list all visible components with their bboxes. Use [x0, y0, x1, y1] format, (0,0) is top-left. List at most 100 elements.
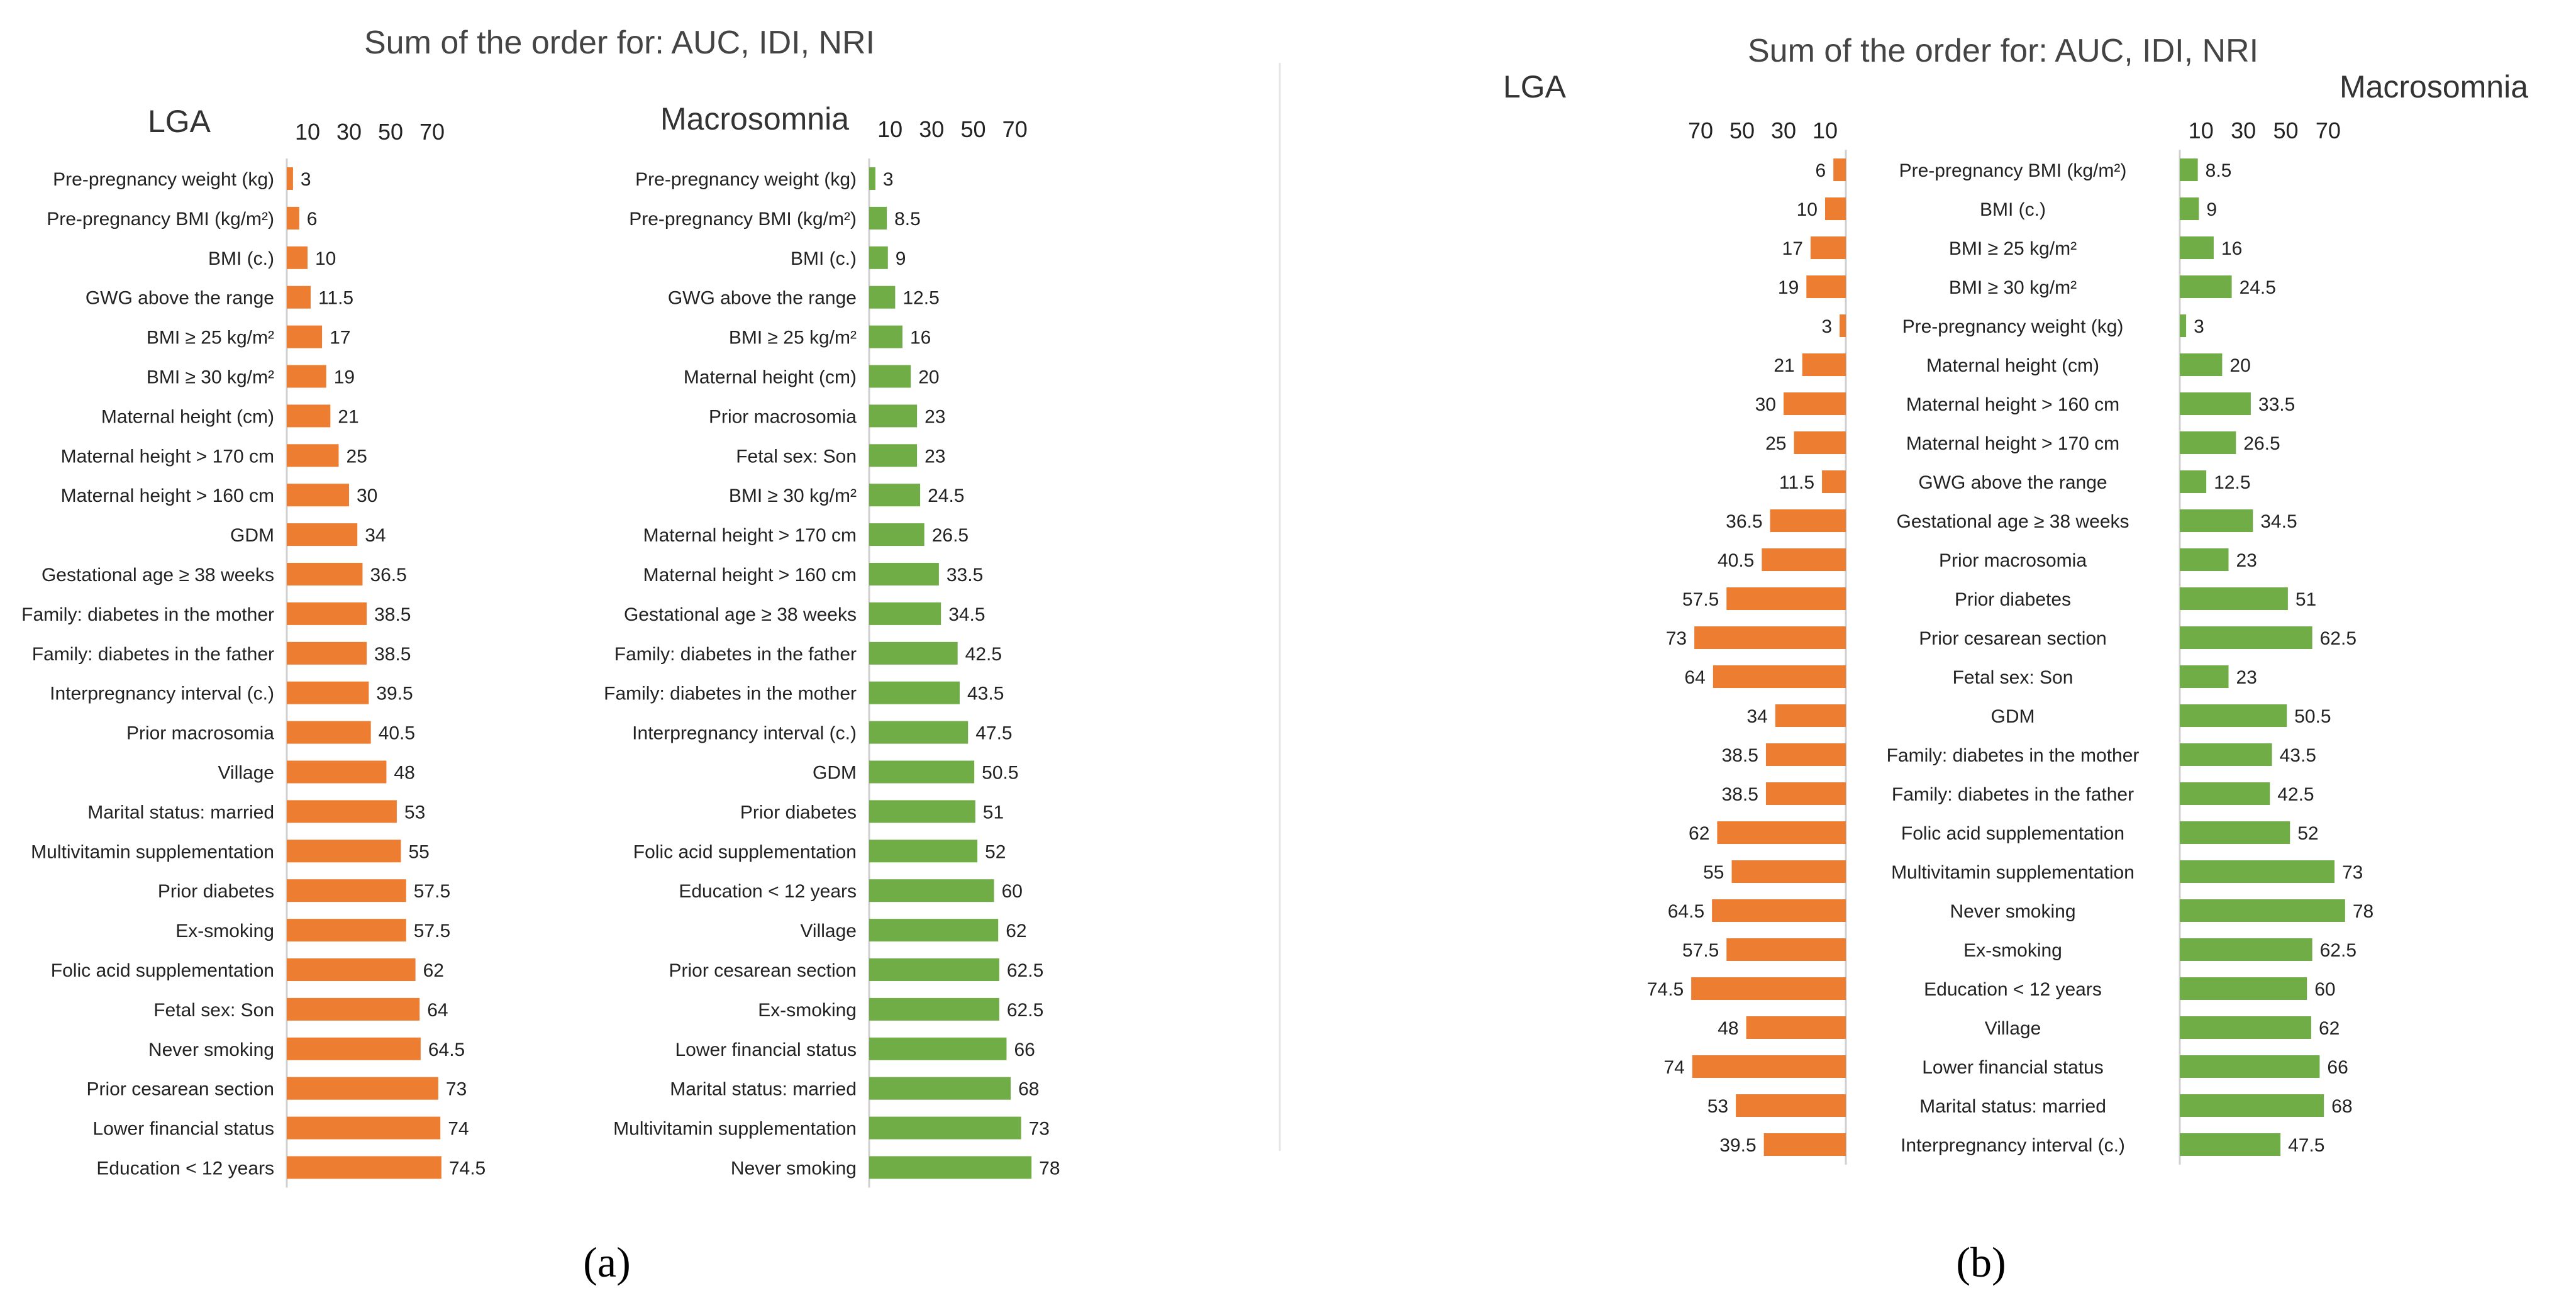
panel-b-macro-value-label: 52 — [2297, 823, 2318, 844]
panel-b-lga-value-label: 36.5 — [1726, 511, 1762, 532]
panel-a-macro-bar — [869, 840, 978, 863]
panel-a-lga-category-label: Folic acid supplementation — [51, 960, 274, 981]
panel-a-lga-category-label: Village — [218, 763, 274, 784]
panel-b-lga-value-label: 57.5 — [1682, 940, 1719, 961]
panel-b-macro-bar — [2180, 431, 2236, 454]
panel-a-lga-category-label: BMI (c.) — [208, 248, 274, 269]
panel-a-macro-value-label: 62 — [1006, 921, 1026, 941]
panel-a-macro-category-label: Multivitamin supplementation — [613, 1119, 857, 1140]
panel-a-lga-bar — [287, 484, 349, 507]
panel-a-lga-value-label: 53 — [404, 802, 425, 823]
panel-a-macro-category-label: Family: diabetes in the mother — [604, 684, 857, 704]
panel-a-macro-value-label: 66 — [1014, 1040, 1035, 1060]
panel-b-macro-value-label: 12.5 — [2214, 472, 2250, 493]
panel-a-lga-value-label: 34 — [365, 525, 386, 546]
panel-a-lga-bar — [287, 286, 311, 309]
panel-a-macro-bar — [869, 563, 939, 585]
panel-b-lga-tick: 10 — [1813, 118, 1838, 143]
panel-b-macro-bar — [2180, 1055, 2320, 1078]
panel-a-lga-bar — [287, 602, 367, 625]
panel-a-lga-category-label: Prior cesarean section — [87, 1079, 274, 1100]
panel-b-lga-value-label: 30 — [1755, 394, 1776, 415]
panel-b-lga-bar — [1802, 353, 1846, 376]
panel-a-macro-value-label: 12.5 — [902, 288, 939, 309]
panel-b-category-label: Interpregnancy interval (c.) — [1901, 1135, 2125, 1156]
panel-b-lga-value-label: 64 — [1684, 667, 1705, 688]
panel-b-lga-bar — [1731, 860, 1846, 883]
panel-b-category-label: Prior cesarean section — [1919, 628, 2106, 649]
panel-b-category-label: Pre-pregnancy weight (kg) — [1902, 316, 2124, 337]
panel-b-category-label: Maternal height > 170 cm — [1906, 433, 2119, 454]
panel-a-lga-value-label: 38.5 — [374, 604, 411, 625]
panel-a-lga-category-label: Lower financial status — [93, 1119, 275, 1140]
panel-a-lga-value-label: 11.5 — [318, 288, 353, 309]
panel-b-macro-value-label: 43.5 — [2280, 745, 2316, 766]
panel-b-lga-value-label: 10 — [1797, 199, 1818, 220]
panel-a-macro-bar — [869, 444, 918, 467]
panel-a-lga-bar — [287, 840, 401, 863]
panel-a-lga-bar — [287, 325, 323, 348]
panel-b-lga-value-label: 21 — [1774, 355, 1794, 376]
panel-b-macro-value-label: 42.5 — [2277, 784, 2314, 805]
panel-b-lga-value-label: 64.5 — [1668, 901, 1704, 922]
panel-a-macro-value-label: 42.5 — [965, 644, 1002, 665]
panel-a-lga-tick: 30 — [336, 119, 362, 145]
panel-b-macro-bar — [2180, 392, 2251, 415]
panel-a-lga-bar — [287, 879, 406, 902]
panel-a-macro-category-label: Pre-pregnancy weight (kg) — [635, 169, 857, 190]
panel-a-lga-tick: 50 — [378, 119, 403, 145]
panel-a-lga-bar — [287, 404, 331, 428]
panel-a-macro-category-label: Gestational age ≥ 38 weeks — [624, 604, 857, 625]
panel-a-lga-bar — [287, 563, 363, 585]
panel-b-category-label: Village — [1985, 1018, 2041, 1039]
panel-b-macro-bar — [2180, 509, 2253, 532]
panel-a-macro-tick: 30 — [919, 116, 944, 142]
panel-b-macro-value-label: 60 — [2314, 979, 2335, 1000]
panel-b-lga-value-label: 38.5 — [1722, 784, 1758, 805]
panel-b-lga-bar — [1840, 314, 1846, 337]
panel-a-macro-bar — [869, 879, 994, 902]
panel-b-macro-bar — [2180, 353, 2223, 376]
panel-a-macro-value-label: 60 — [1002, 881, 1023, 902]
panel-b-macro-bar — [2180, 548, 2229, 571]
panel-b-macro-value-label: 51 — [2296, 589, 2316, 610]
panel-a-lga-category-label: Fetal sex: Son — [153, 1000, 274, 1021]
panel-b-lga-bar — [1726, 938, 1846, 961]
panel-b-macro-bar — [2180, 1094, 2324, 1117]
panel-a-lga-value-label: 21 — [338, 406, 358, 427]
panel-b-lga-value-label: 25 — [1765, 433, 1786, 454]
panel-b-macro-bar — [2180, 1133, 2281, 1156]
panel-b-category-label: Prior diabetes — [1955, 589, 2071, 610]
panel-a-macro-category-label: BMI (c.) — [791, 248, 857, 269]
panel-b-lga-value-label: 74.5 — [1647, 979, 1684, 1000]
panel-b-lga-value-label: 39.5 — [1719, 1135, 1756, 1156]
panel-a-macro-bar — [869, 919, 999, 942]
panel-b-category-label: Maternal height (cm) — [1926, 355, 2099, 376]
panel-b-macro-bar — [2180, 743, 2272, 766]
panel-b-macro-value-label: 66 — [2327, 1057, 2348, 1078]
panel-a-lga-bar — [287, 1116, 441, 1140]
panel-a-lga-category-label: Maternal height > 160 cm — [61, 485, 274, 506]
panel-a-lga-bar — [287, 1156, 441, 1179]
panel-a-macro-category-label: Prior macrosomia — [709, 406, 857, 427]
panel-a-macro-value-label: 62.5 — [1007, 1000, 1043, 1021]
panel-b-macro-bar — [2180, 821, 2290, 844]
panel-b-lga-bar — [1833, 158, 1846, 181]
panel-a-lga-category-label: Maternal height > 170 cm — [61, 446, 274, 467]
panel-b-lga-value-label: 40.5 — [1718, 550, 1754, 571]
panel-a-macro-value-label: 51 — [983, 802, 1004, 823]
panel-b-macro-bar — [2180, 626, 2312, 649]
panel-a-macro-bar — [869, 484, 921, 507]
panel-a-lga-bar — [287, 681, 369, 704]
panel-b-macro-value-label: 62 — [2319, 1018, 2340, 1039]
panel-b-title: Sum of the order for: AUC, IDI, NRI — [1748, 33, 2258, 69]
panel-b-lga-value-label: 57.5 — [1682, 589, 1719, 610]
panel-a-macro-category-label: Family: diabetes in the father — [614, 644, 857, 665]
panel-b-macro-value-label: 3 — [2194, 316, 2204, 337]
panel-b-macro-value-label: 9 — [2206, 199, 2217, 220]
panel-b-lga-bar — [1726, 587, 1846, 610]
panel-b-macro-value-label: 20 — [2229, 355, 2250, 376]
panel-a-macro-value-label: 34.5 — [948, 604, 985, 625]
panel-b-macro-value-label: 8.5 — [2206, 160, 2232, 181]
